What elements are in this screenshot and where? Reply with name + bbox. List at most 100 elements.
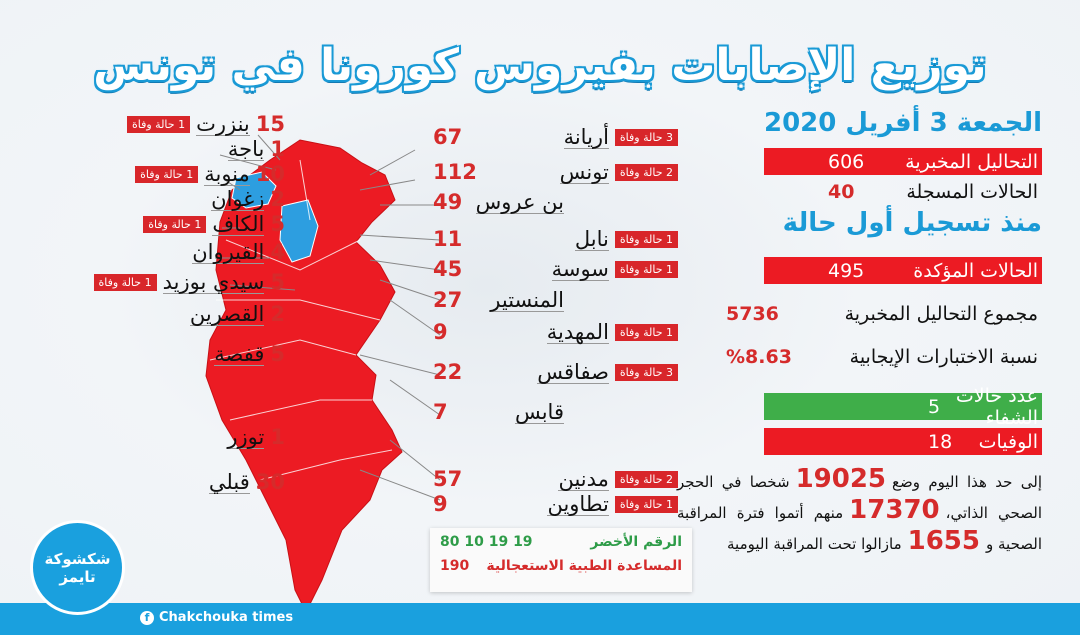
region-cases: 49 [433, 190, 463, 214]
region-deaths-badge: 1 حالة وفاة [143, 215, 207, 233]
map-region-beja [231, 171, 277, 209]
region-cases: 27 [433, 288, 463, 312]
region-row: 1 توزر [227, 425, 285, 449]
daily-cases-value: 40 [828, 180, 855, 203]
region-name: باجة [227, 136, 265, 161]
region-cases: 5 [270, 212, 285, 236]
quarantine-text-3: منهم أتموا فترة المراقبة الصحية و [677, 504, 1042, 553]
region-name: مدنين [558, 466, 609, 491]
daily-tests-bar: التحاليل المخبرية 606 [764, 148, 1042, 175]
region-name: زغوان [211, 186, 265, 211]
page-title: توزيع الإصابات بفيروس كورونا في تونس [93, 40, 987, 91]
region-row: 1 باجة [227, 136, 285, 161]
total-tests-row: مجموع التحاليل المخبرية 5736 [722, 300, 1042, 327]
region-name: القيروان [192, 239, 265, 264]
region-row: 2 زغوان [211, 187, 285, 211]
region-name: المهدية [546, 319, 609, 344]
region-deaths-badge: 3 حالة وفاة [614, 128, 678, 146]
map-region-siliana [279, 199, 319, 263]
total-tests-value: 5736 [726, 302, 779, 325]
recovered-value: 5 [928, 395, 941, 418]
region-name: الكاف [212, 211, 265, 236]
confirmed-value: 495 [828, 259, 865, 282]
region-name: أريانة [563, 124, 609, 149]
region-cases: 1 [270, 137, 285, 161]
footer: f Chakchouka times [0, 603, 1080, 635]
region-cases: 1 [270, 425, 285, 449]
region-row: 1 حالة وفاة المهدية 9 [433, 320, 678, 344]
region-cases: 9 [433, 492, 448, 516]
region-cases: 57 [433, 467, 463, 491]
region-row: 30 قبلي [208, 469, 285, 494]
region-row: 1 حالة وفاة سوسة 45 [433, 257, 678, 281]
green-number-label: الرقم الأخضر [590, 534, 682, 550]
total-tests-label: مجموع التحاليل المخبرية [844, 302, 1038, 325]
region-row: 3 حالة وفاة صفاقس 22 [433, 360, 678, 384]
region-name: المنستير [490, 287, 564, 312]
region-name: نابل [574, 226, 609, 251]
logo: شكشوكة تايمز [30, 520, 125, 615]
recovered-bar: عدد حالات الشفاء 5 [764, 385, 1042, 429]
quarantine-ongoing: 1655 [907, 526, 980, 556]
region-name: صفاقس [537, 359, 609, 384]
region-row: 5 سيدي بوزيد 1 حالة وفاة [93, 270, 285, 294]
deaths-bar: الوفيات 18 [764, 428, 1042, 455]
region-deaths-badge: 1 حالة وفاة [93, 273, 157, 291]
region-cases: 10 [255, 162, 285, 186]
region-cases: 9 [433, 320, 448, 344]
region-row: 5 الكاف 1 حالة وفاة [143, 212, 285, 236]
region-cases: 30 [255, 470, 285, 494]
region-cases: 5 [270, 342, 285, 366]
region-cases: 2 [270, 187, 285, 211]
region-deaths-badge: 2 حالة وفاة [614, 470, 678, 488]
region-row: المنستير 27 [433, 288, 678, 312]
region-deaths-badge: 1 حالة وفاة [614, 260, 678, 278]
region-deaths-badge: 2 حالة وفاة [614, 163, 678, 181]
region-cases: 11 [433, 227, 463, 251]
daily-tests-value: 606 [828, 150, 865, 173]
region-name: قفصة [214, 341, 265, 366]
confirmed-bar: الحالات المؤكدة 495 [764, 257, 1042, 284]
footer-brand[interactable]: Chakchouka times [159, 610, 294, 625]
quarantine-text-2: شخصا في الحجر الصحي الذاتي، [677, 473, 1042, 522]
region-deaths-badge: 1 حالة وفاة [135, 165, 199, 183]
region-name: بنزرت [196, 111, 250, 136]
region-cases: 45 [433, 257, 463, 281]
region-name: توزر [227, 424, 265, 449]
samu-label: المساعدة الطبية الاستعجالية [486, 558, 682, 574]
quarantine-total: 19025 [795, 464, 887, 494]
region-name: القصرين [189, 301, 265, 326]
region-row: 5 قفصة [214, 342, 285, 366]
region-row: 2 حالة وفاة تونس 112 [433, 160, 678, 184]
region-deaths-badge: 1 حالة وفاة [126, 115, 191, 133]
region-name: تطاوين [547, 491, 609, 516]
recovered-label: عدد حالات الشفاء [955, 384, 1038, 429]
region-cases: 15 [255, 112, 285, 136]
region-name: بن عروس [475, 189, 564, 214]
quarantine-text-4: مازالوا تحت المراقبة اليومية [727, 535, 902, 553]
positive-rate-label: نسبة الاختبارات الإيجابية [849, 345, 1038, 368]
region-cases: 67 [433, 125, 463, 149]
region-deaths-badge: 1 حالة وفاة [614, 230, 678, 248]
daily-cases-row: الحالات المسجلة 40 [764, 178, 1042, 205]
region-cases: 7 [433, 400, 448, 424]
logo-text: شكشوكة تايمز [44, 549, 111, 586]
region-row: 4 القيروان [192, 240, 285, 264]
region-row: 1 حالة وفاة نابل 11 [433, 227, 678, 251]
region-row: 2 حالة وفاة مدنين 57 [433, 467, 678, 491]
region-name: قبلي [208, 469, 250, 494]
region-deaths-badge: 3 حالة وفاة [614, 363, 678, 381]
region-deaths-badge: 1 حالة وفاة [614, 323, 678, 341]
facebook-icon: f [140, 610, 154, 625]
region-cases: 22 [433, 360, 463, 384]
region-row: بن عروس 49 [433, 190, 678, 214]
report-date: الجمعة 3 أفريل 2020 [764, 108, 1042, 138]
region-name: منوبة [204, 161, 250, 186]
since-first-case-heading: منذ تسجيل أول حالة [782, 208, 1042, 238]
region-name: قابس [514, 399, 564, 424]
region-cases: 5 [270, 270, 285, 294]
region-cases: 2 [270, 302, 285, 326]
quarantine-completed: 17370 [849, 495, 940, 525]
daily-cases-label: الحالات المسجلة [906, 180, 1038, 203]
green-number: 80 10 19 19 [440, 534, 533, 550]
